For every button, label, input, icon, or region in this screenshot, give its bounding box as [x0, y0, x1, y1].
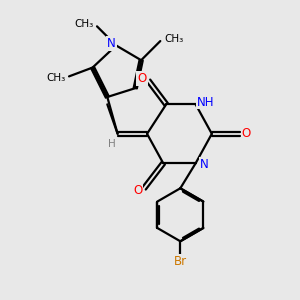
Text: O: O — [137, 72, 147, 85]
Text: NH: NH — [197, 95, 215, 109]
Text: H: H — [108, 139, 116, 149]
Text: CH₃: CH₃ — [74, 19, 93, 29]
Text: CH₃: CH₃ — [164, 34, 183, 44]
Text: N: N — [200, 158, 208, 171]
Text: N: N — [107, 37, 116, 50]
Text: CH₃: CH₃ — [46, 73, 65, 83]
Text: O: O — [242, 127, 251, 140]
Text: O: O — [133, 184, 142, 197]
Text: Br: Br — [174, 255, 187, 268]
